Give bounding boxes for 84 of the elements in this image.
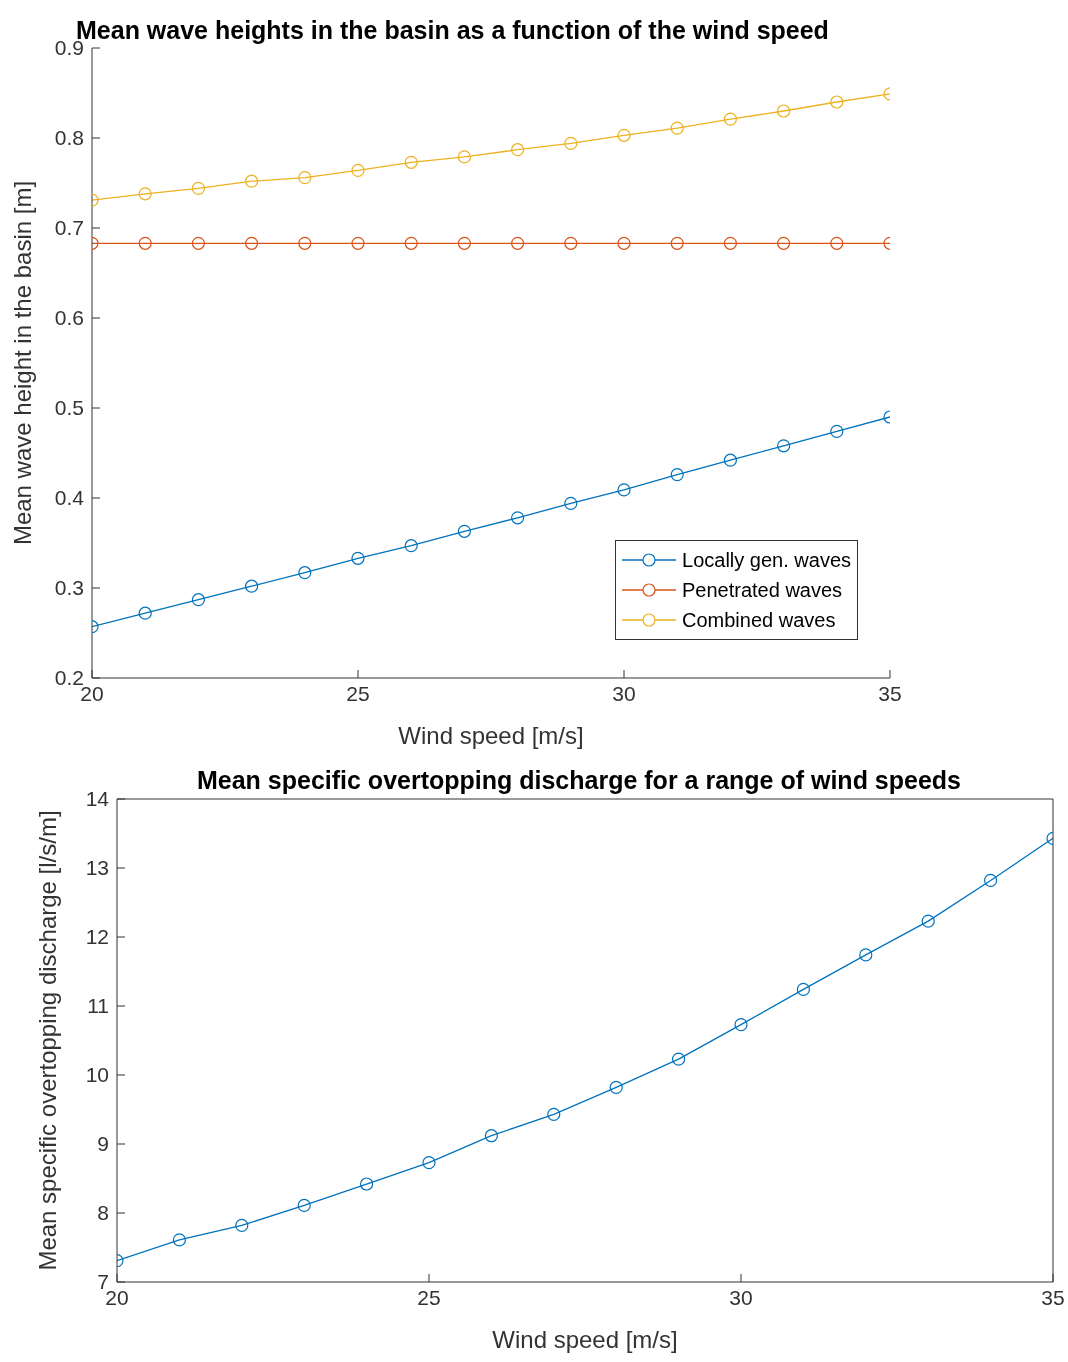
x-tick-label: 25	[417, 1285, 441, 1309]
y-tick-label: 11	[87, 994, 109, 1018]
chart-title: Mean specific overtopping discharge for a range of wind speeds	[196, 766, 962, 794]
x-tick-label: 30	[729, 1285, 753, 1309]
legend-label: Combined waves	[682, 608, 836, 633]
point	[172, 1233, 186, 1247]
point	[404, 539, 418, 553]
point	[670, 121, 684, 135]
point	[672, 1052, 686, 1066]
y-tick-label: 13	[85, 856, 109, 880]
point	[830, 424, 844, 438]
point	[191, 236, 205, 250]
point	[404, 155, 418, 169]
point	[830, 236, 844, 250]
point	[777, 236, 791, 250]
point	[859, 948, 873, 962]
point	[984, 873, 998, 888]
y-tick-label: 10	[85, 1063, 109, 1087]
point	[484, 1129, 498, 1143]
point	[609, 1080, 623, 1095]
y-axis-title: Mean wave height in the basin [m]	[8, 180, 36, 546]
x-axis-title: Wind speed [m/s]	[492, 1326, 678, 1353]
point	[511, 143, 525, 157]
point	[457, 236, 471, 250]
y-tick-label: 0.5	[54, 396, 84, 420]
point	[511, 511, 525, 525]
point	[723, 453, 737, 467]
x-tick-label: 25	[346, 681, 370, 705]
point	[457, 150, 471, 164]
point	[796, 982, 810, 997]
point	[138, 187, 152, 201]
point	[547, 1107, 561, 1121]
point	[191, 593, 205, 607]
point	[777, 439, 791, 453]
legend-label: Locally gen. waves	[682, 548, 851, 573]
y-tick-label: 0.4	[54, 486, 85, 510]
point	[351, 163, 365, 177]
x-tick-label: 30	[612, 681, 636, 705]
y-tick-label: 8	[97, 1201, 109, 1225]
y-tick-label: 14	[85, 787, 110, 811]
x-tick-label: 35	[878, 681, 902, 705]
y-tick-label: 12	[85, 925, 109, 949]
point	[404, 236, 418, 250]
point	[723, 112, 737, 126]
y-tick-label: 9	[97, 1132, 109, 1156]
x-tick-label: 35	[1041, 1285, 1065, 1309]
point	[617, 236, 631, 250]
point	[297, 1198, 311, 1213]
point	[734, 1018, 748, 1032]
point	[670, 468, 684, 482]
point	[457, 524, 471, 538]
y-axis-title: Mean specific overtopping discharge [l/s/m]	[33, 810, 61, 1271]
x-tick-label: 20	[105, 1285, 129, 1309]
x-axis-title: Wind speed [m/s]	[398, 722, 584, 749]
y-tick-label: 0.7	[54, 216, 84, 240]
point	[191, 181, 205, 195]
point	[617, 128, 631, 142]
point	[670, 236, 684, 250]
point	[511, 236, 525, 250]
point	[921, 914, 935, 928]
point	[564, 496, 578, 510]
point	[564, 236, 578, 250]
point	[830, 95, 844, 109]
point	[245, 579, 259, 593]
y-tick-label: 0.8	[54, 126, 84, 150]
point	[360, 1177, 374, 1191]
point	[245, 236, 259, 250]
y-tick-label: 0.3	[54, 576, 84, 600]
point	[235, 1218, 249, 1233]
point	[138, 236, 152, 250]
point	[351, 551, 365, 565]
point	[422, 1156, 436, 1170]
point	[298, 236, 312, 250]
y-tick-label: 0.6	[54, 306, 84, 330]
point	[617, 483, 631, 497]
point	[298, 566, 312, 580]
point	[351, 236, 365, 250]
legend-label: Penetrated waves	[682, 578, 843, 603]
point	[298, 171, 312, 185]
point	[723, 236, 737, 250]
point	[777, 104, 791, 118]
point	[138, 606, 152, 620]
point	[245, 174, 259, 188]
point	[564, 136, 578, 150]
